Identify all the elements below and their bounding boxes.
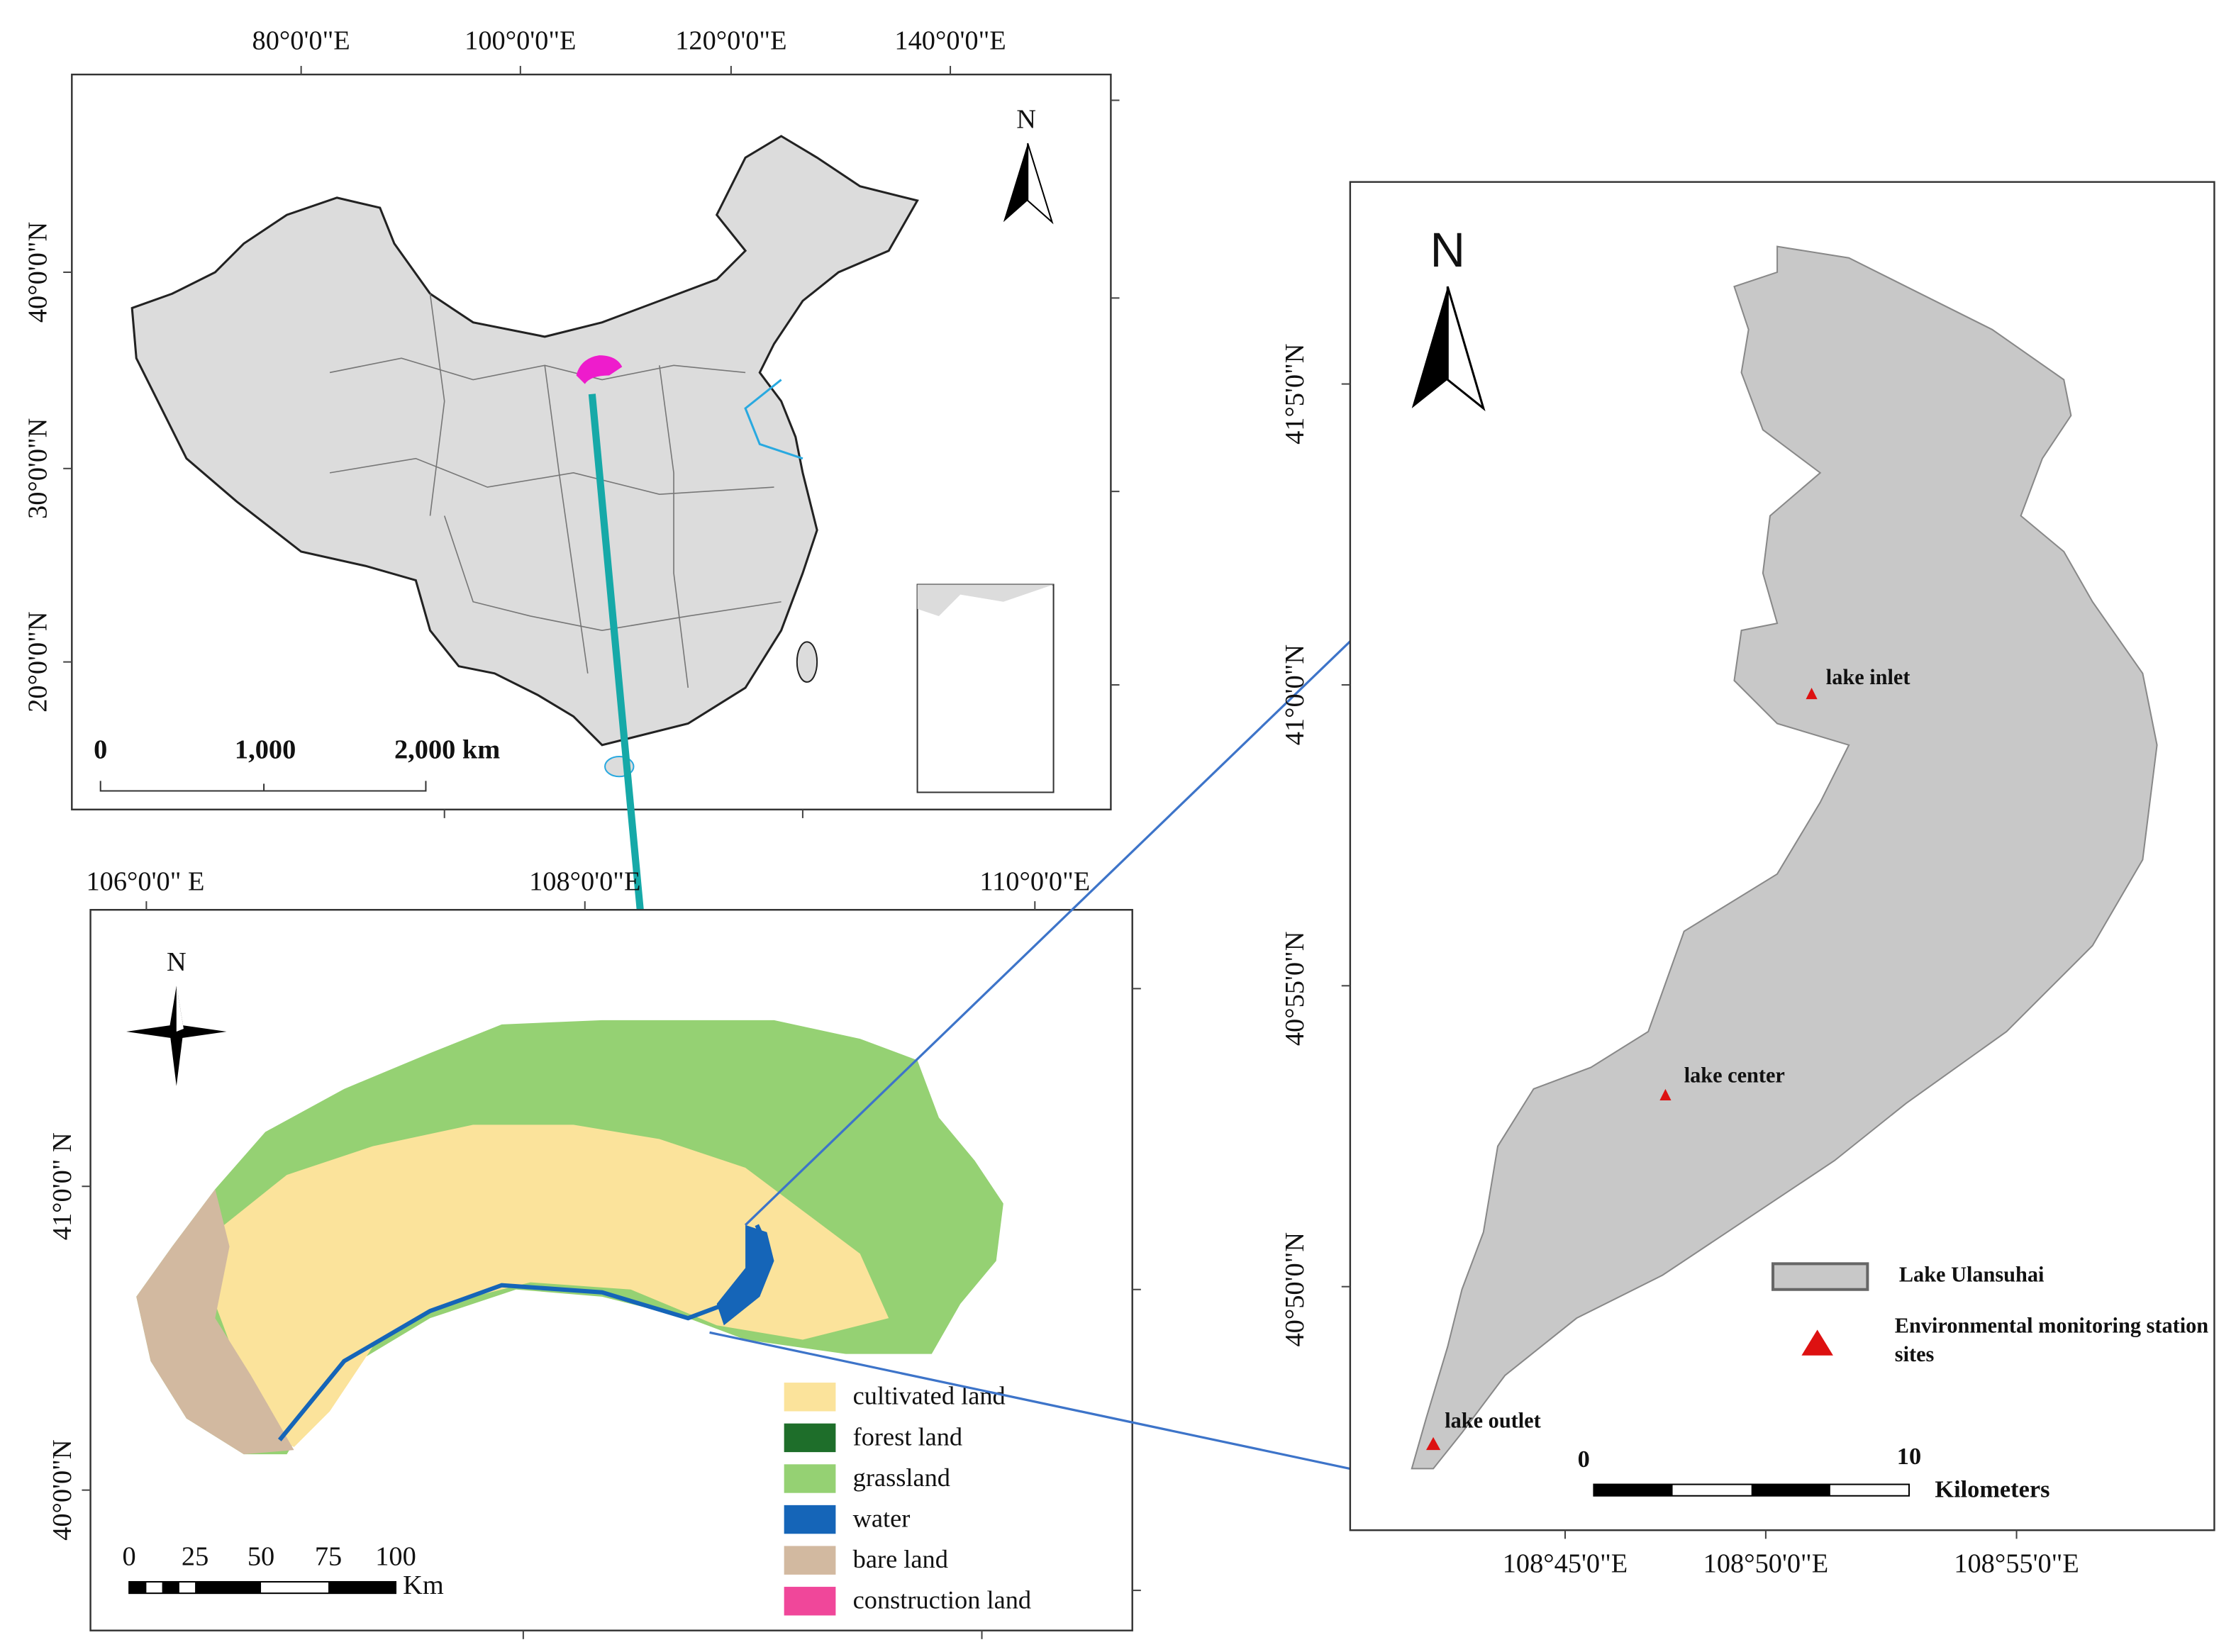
scale-bar bbox=[1593, 1483, 1910, 1497]
legend-swatch bbox=[784, 1505, 836, 1534]
scale-label: 1,000 bbox=[235, 735, 296, 765]
legend-swatch bbox=[784, 1546, 836, 1575]
frame-ticks bbox=[82, 901, 1141, 1639]
lake-in-basin bbox=[716, 1224, 774, 1326]
scale-bar bbox=[99, 781, 427, 792]
lon-label: 108°55'0"E bbox=[1954, 1549, 2079, 1579]
scale-label: 50 bbox=[247, 1541, 274, 1571]
lon-label: 106°0'0" E bbox=[87, 867, 205, 897]
frame-ticks bbox=[1341, 383, 2018, 1539]
lon-label: 110°0'0"E bbox=[979, 867, 1090, 897]
lat-label: 41°0'0" N bbox=[48, 1132, 77, 1240]
north-label: N bbox=[1016, 105, 1036, 135]
legend-label: Environmental monitoring station sites bbox=[1894, 1315, 2209, 1367]
basin-bare bbox=[136, 1189, 294, 1455]
lat-label: 40°50'0"N bbox=[1280, 1232, 1310, 1347]
scale-label: 2,000 km bbox=[394, 735, 500, 765]
lon-label: 120°0'0"E bbox=[675, 26, 786, 55]
lon-label: 108°0'0"E bbox=[529, 867, 640, 897]
legend-label: grassland bbox=[853, 1463, 950, 1492]
lon-label: 80°0'0"E bbox=[252, 26, 350, 55]
legend-swatch bbox=[784, 1587, 836, 1616]
frame-ticks bbox=[63, 65, 1120, 818]
scale-label: 0 bbox=[94, 735, 107, 765]
scale-label: 10 bbox=[1897, 1443, 1921, 1470]
legend-label: cultivated land bbox=[853, 1382, 1006, 1410]
site-label: lake center bbox=[1684, 1064, 1785, 1088]
site-label: lake inlet bbox=[1826, 665, 1910, 689]
lat-label: 20°0'0"N bbox=[23, 611, 53, 712]
lat-label: 41°5'0"N bbox=[1280, 344, 1310, 445]
legend-label: water bbox=[853, 1504, 911, 1532]
lat-label: 40°55'0"N bbox=[1280, 932, 1310, 1047]
lon-label: 108°45'0"E bbox=[1503, 1549, 1628, 1579]
zoom-arrow bbox=[588, 394, 646, 932]
site-markers bbox=[1425, 687, 1818, 1451]
taiwan bbox=[796, 641, 818, 683]
scale-unit: Km bbox=[403, 1570, 444, 1600]
legend-swatch bbox=[784, 1423, 836, 1453]
china-panel: N 80°0'0"E 100°0'0"E 120°0'0"E 140°0'0"E… bbox=[23, 26, 1120, 818]
lat-label: 30°0'0"N bbox=[23, 418, 53, 519]
scale-unit: Kilometers bbox=[1935, 1476, 2049, 1503]
legend-label: forest land bbox=[853, 1422, 962, 1451]
lake-panel: N lake inlet lake center lake outlet Lak… bbox=[1280, 181, 2215, 1579]
scale-label: 100 bbox=[375, 1541, 416, 1571]
legend-label: bare land bbox=[853, 1545, 948, 1573]
legend-label-box: Environmental monitoring station sites bbox=[1894, 1315, 2209, 1367]
scale-label: 75 bbox=[315, 1541, 342, 1571]
inset-land bbox=[917, 584, 1054, 616]
coastline bbox=[744, 379, 803, 460]
legend-swatch bbox=[1801, 1329, 1833, 1356]
scale-label: 25 bbox=[182, 1541, 208, 1571]
scale-bar bbox=[128, 1580, 397, 1595]
province-borders bbox=[329, 294, 782, 688]
legend-label: construction land bbox=[853, 1586, 1031, 1614]
lake-outline bbox=[1411, 245, 2158, 1470]
basin-panel: N 106°0'0" E 108°0'0"E 110°0'0"E 41°0'0"… bbox=[48, 867, 1141, 1639]
lat-label: 40°0'0"N bbox=[23, 222, 53, 323]
legend-label: Lake Ulansuhai bbox=[1899, 1262, 2045, 1286]
lat-label: 41°0'0"N bbox=[1280, 644, 1310, 745]
north-label: N bbox=[167, 947, 187, 977]
lat-label: 40°0'0"N bbox=[48, 1439, 77, 1540]
study-area bbox=[576, 355, 623, 384]
scale-label: 0 bbox=[1578, 1446, 1590, 1473]
basin-cultivated bbox=[215, 1124, 889, 1448]
legend: cultivated land forest land grassland water… bbox=[784, 1382, 1031, 1616]
legend-swatch bbox=[784, 1383, 836, 1412]
lon-label: 140°0'0"E bbox=[894, 26, 1006, 55]
scale-label: 0 bbox=[123, 1541, 136, 1571]
inset-frame bbox=[916, 584, 1055, 793]
lon-label: 100°0'0"E bbox=[465, 26, 576, 55]
north-label: N bbox=[1430, 223, 1465, 277]
legend-swatch bbox=[1771, 1262, 1869, 1291]
site-label: lake outlet bbox=[1445, 1409, 1540, 1433]
lon-label: 108°50'0"E bbox=[1703, 1549, 1829, 1579]
legend-swatch bbox=[784, 1464, 836, 1493]
